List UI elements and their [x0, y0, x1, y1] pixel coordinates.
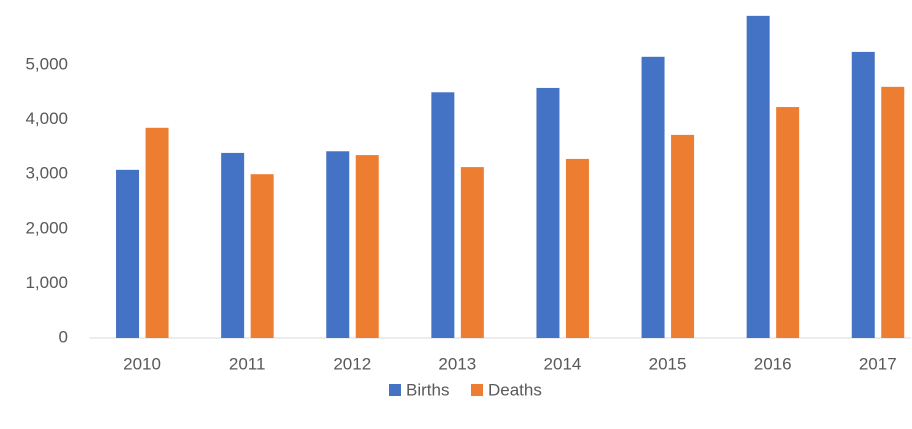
x-tick-label: 2010	[123, 354, 161, 373]
bar	[536, 87, 560, 338]
x-tick-label: 2014	[544, 354, 582, 373]
bar	[881, 86, 905, 338]
x-tick-label: 2016	[754, 354, 792, 373]
bar	[355, 155, 379, 338]
legend-swatch	[471, 384, 483, 396]
legend-swatch	[389, 384, 401, 396]
bar	[671, 134, 695, 338]
x-tick-label: 2011	[229, 354, 266, 373]
x-tick-label: 2013	[438, 354, 476, 373]
bar	[431, 92, 455, 338]
bar	[145, 127, 169, 338]
bar	[746, 15, 770, 339]
y-tick-label: 3,000	[25, 164, 68, 183]
bar	[851, 51, 875, 339]
bar	[326, 151, 350, 338]
y-tick-label: 0	[59, 327, 68, 346]
y-tick-label: 4,000	[25, 109, 68, 128]
bar	[460, 167, 484, 338]
bar	[565, 158, 589, 338]
y-tick-label: 1,000	[25, 273, 68, 292]
bar	[221, 152, 245, 338]
legend-label: Births	[406, 380, 449, 399]
y-tick-label: 2,000	[25, 218, 68, 237]
bar	[250, 174, 274, 338]
bar	[116, 169, 140, 338]
x-tick-label: 2017	[859, 354, 897, 373]
x-tick-label: 2012	[333, 354, 371, 373]
bar	[776, 107, 800, 339]
legend-label: Deaths	[488, 380, 542, 399]
x-tick-label: 2015	[649, 354, 687, 373]
y-tick-label: 5,000	[25, 54, 68, 73]
bar	[641, 56, 665, 339]
